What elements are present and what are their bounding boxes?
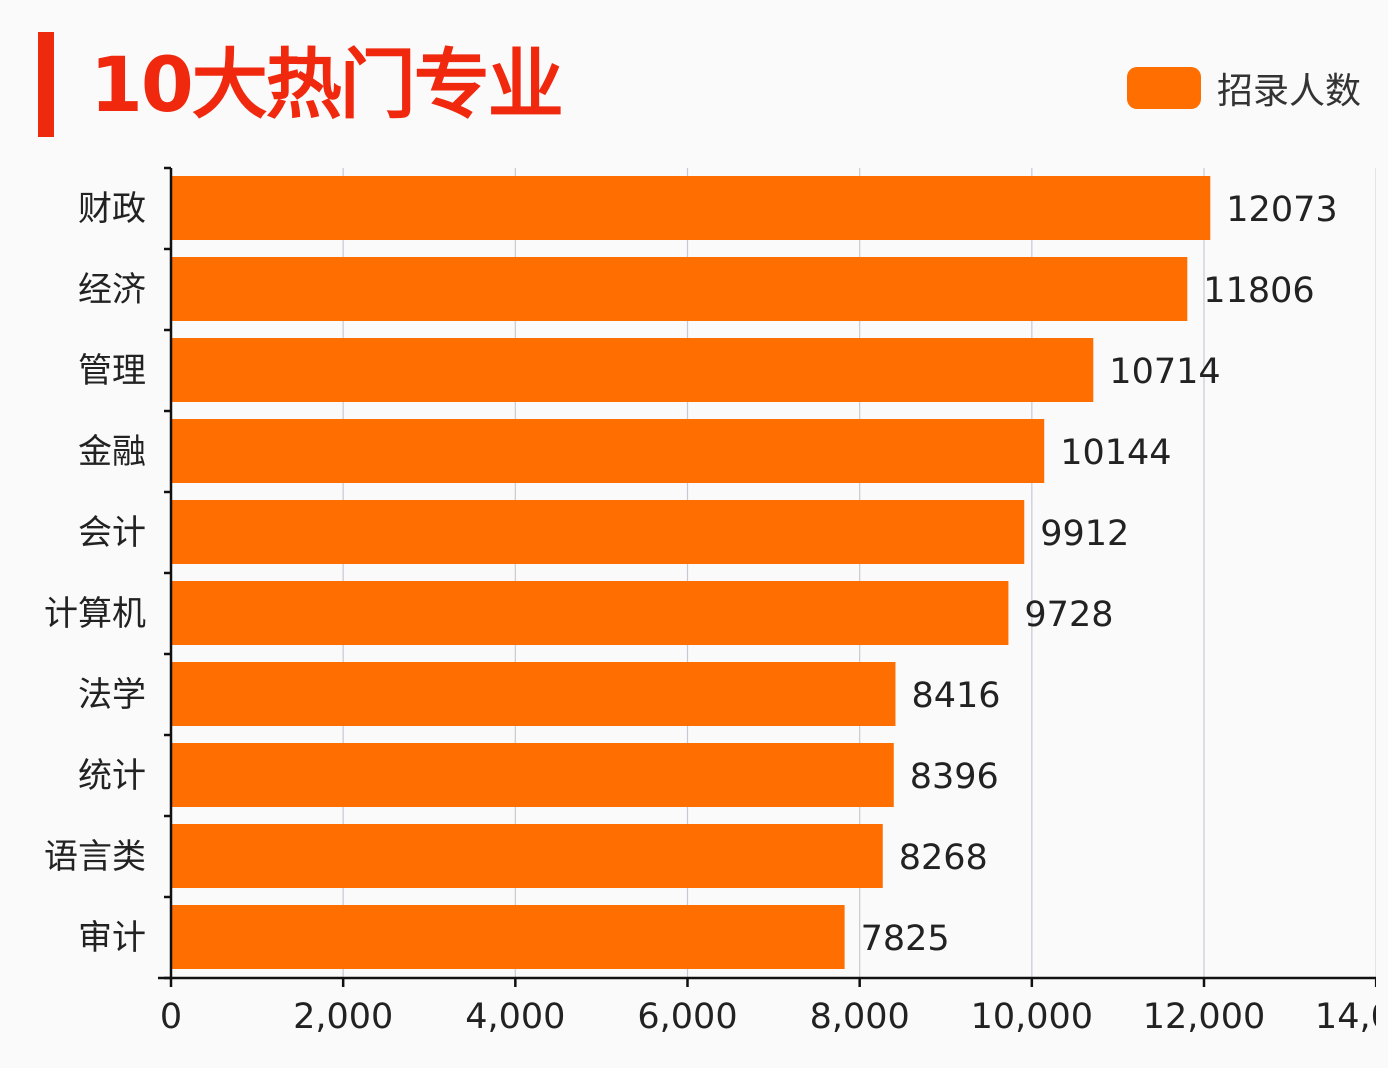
y-tick-label: 法学 bbox=[78, 675, 146, 715]
data-label: 11806 bbox=[1203, 271, 1314, 311]
x-tick-label: 14,000 bbox=[1315, 997, 1388, 1037]
x-tick-label: 2,000 bbox=[293, 997, 393, 1037]
bar bbox=[171, 176, 1211, 240]
data-label: 9728 bbox=[1024, 595, 1113, 635]
y-tick-label: 会计 bbox=[78, 513, 146, 553]
y-tick-label: 财政 bbox=[78, 189, 146, 229]
bar bbox=[171, 743, 894, 807]
y-tick-label: 语言类 bbox=[44, 837, 146, 877]
y-tick-label: 统计 bbox=[78, 756, 146, 796]
x-tick-label: 0 bbox=[160, 997, 182, 1037]
y-tick-label: 经济 bbox=[78, 270, 146, 310]
data-label: 9912 bbox=[1040, 514, 1129, 554]
x-tick-label: 12,000 bbox=[1143, 997, 1265, 1037]
data-label: 8268 bbox=[899, 838, 988, 878]
y-tick-label: 计算机 bbox=[44, 594, 146, 634]
data-label: 10714 bbox=[1109, 352, 1220, 392]
bar bbox=[171, 500, 1025, 564]
x-tick-label: 4,000 bbox=[465, 997, 565, 1037]
data-label: 8396 bbox=[910, 757, 999, 797]
bar bbox=[171, 662, 896, 726]
bar bbox=[171, 581, 1009, 645]
data-label: 10144 bbox=[1060, 433, 1171, 473]
x-tick-label: 6,000 bbox=[637, 997, 737, 1037]
data-label: 12073 bbox=[1226, 190, 1337, 230]
legend-swatch bbox=[1127, 67, 1201, 109]
bar bbox=[171, 905, 845, 969]
legend: 招录人数 bbox=[1127, 62, 1361, 114]
y-tick-label: 管理 bbox=[78, 351, 146, 391]
bar bbox=[171, 419, 1045, 483]
chart-title: 10大热门专业 bbox=[90, 40, 564, 129]
data-label: 7825 bbox=[861, 919, 950, 959]
x-tick-label: 8,000 bbox=[810, 997, 910, 1037]
data-label: 8416 bbox=[911, 676, 1000, 716]
y-tick-label: 审计 bbox=[78, 918, 146, 958]
y-tick-label: 金融 bbox=[78, 432, 146, 472]
x-tick-label: 10,000 bbox=[971, 997, 1093, 1037]
bar bbox=[171, 824, 883, 888]
legend-label: 招录人数 bbox=[1217, 71, 1362, 112]
right-edge-mask bbox=[1376, 0, 1388, 1068]
bar bbox=[171, 257, 1188, 321]
bar bbox=[171, 338, 1094, 402]
title-accent-bar bbox=[38, 32, 54, 137]
